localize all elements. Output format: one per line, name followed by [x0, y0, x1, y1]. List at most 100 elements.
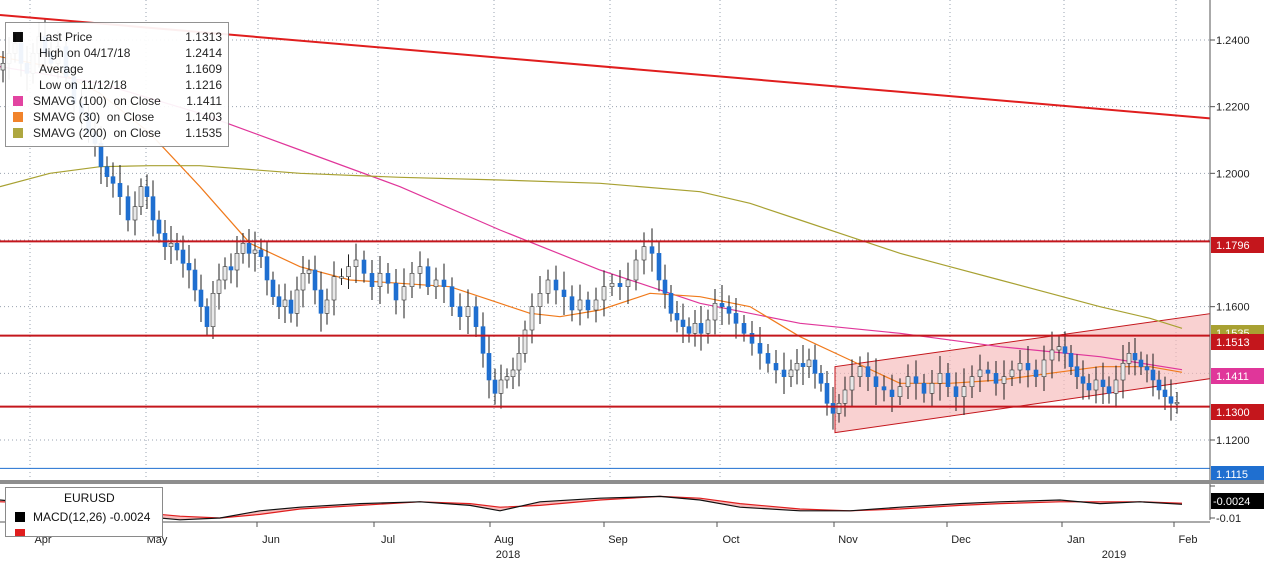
x-month-label: Feb: [1179, 534, 1198, 546]
candle-body: [569, 296, 575, 311]
legend-swatch: [13, 128, 23, 138]
y-tick-label: 1.1600: [1216, 302, 1250, 314]
candle-body: [294, 289, 300, 314]
candle-body: [498, 379, 504, 394]
legend-swatch: [13, 32, 23, 42]
candle-body: [1168, 396, 1174, 404]
candle-body: [510, 369, 516, 377]
candle-body: [1126, 353, 1132, 364]
x-month-label: Oct: [722, 534, 739, 546]
candle-body: [993, 373, 999, 384]
candle-body: [961, 386, 967, 397]
x-month-label: Jul: [381, 534, 395, 546]
candle-body: [726, 306, 732, 314]
legend-label: SMAVG (30) on Close: [33, 110, 155, 124]
candle-body: [132, 206, 138, 221]
candle-body: [824, 383, 830, 404]
candle-body: [937, 373, 943, 384]
legend-label: SMAVG (100) on Close: [33, 94, 161, 108]
candle-body: [1062, 346, 1068, 354]
legend-value: 1.2414: [185, 46, 222, 60]
candle-body: [457, 306, 463, 317]
candle-body: [545, 279, 551, 294]
y-tick-label: 1.2400: [1216, 35, 1250, 47]
macd-legend-title: EURUSD: [64, 491, 115, 505]
candle-body: [765, 353, 771, 364]
candle-body: [198, 289, 204, 307]
candle-body: [773, 363, 779, 371]
macd-value-bg: [1211, 493, 1264, 509]
panel-separator: [0, 480, 1264, 484]
candle-body: [641, 246, 647, 261]
legend-value: 1.1609: [185, 62, 222, 76]
macd-legend-label: MACD(12,26) -0.0024: [33, 510, 151, 524]
candle-body: [318, 289, 324, 314]
candle-body: [222, 266, 228, 281]
x-month-label: Jan: [1067, 534, 1085, 546]
candle-body: [258, 249, 264, 257]
candle-body: [324, 299, 330, 314]
candle-body: [1017, 363, 1023, 371]
candle-body: [210, 293, 216, 327]
candle-body: [125, 196, 131, 221]
legend-row-smavg100: SMAVG (100) on Close 1.1411: [6, 93, 228, 109]
legend-swatch: [15, 529, 25, 536]
candle-body: [486, 353, 492, 381]
candle-body: [409, 273, 415, 287]
candle-body: [692, 323, 698, 334]
candle-body: [842, 389, 848, 404]
candle-body: [781, 369, 787, 377]
legend-row-smavg30: SMAVG (30) on Close 1.1403: [6, 109, 228, 125]
x-month-label: May: [147, 534, 168, 546]
candle-body: [633, 259, 639, 281]
legend-label: Last Price: [39, 30, 93, 44]
price-legend: Last Price 1.1313 High on 04/17/18 1.241…: [5, 22, 229, 147]
legend-swatch: [15, 512, 25, 522]
candle-body: [174, 243, 180, 251]
candle-body: [712, 303, 718, 321]
candle-body: [401, 286, 407, 301]
candle-body: [369, 273, 375, 287]
legend-row-low: Low on 11/12/18 1.1216: [6, 77, 228, 93]
legend-value: 1.1535: [185, 126, 222, 140]
candle-body: [662, 279, 668, 294]
x-month-label: Apr: [34, 534, 51, 546]
candle-body: [1080, 376, 1086, 384]
candle-body: [480, 326, 486, 354]
candle-body: [504, 376, 510, 381]
price-label: 1.1300: [1216, 407, 1250, 419]
candle-body: [246, 243, 252, 254]
y-tick-label: 1.1200: [1216, 435, 1250, 447]
macd-value-label: -0.0024: [1213, 496, 1250, 508]
candle-body: [1009, 369, 1015, 377]
legend-row-average: Average 1.1609: [6, 61, 228, 77]
candle-body: [331, 276, 337, 301]
candle-body: [1132, 353, 1138, 361]
candle-body: [110, 176, 116, 184]
candle-body: [180, 249, 186, 264]
candle-body: [881, 386, 887, 391]
candle-body: [649, 246, 655, 254]
candle-body: [393, 283, 399, 301]
candle-body: [282, 299, 288, 307]
price-label: 1.1796: [1216, 240, 1250, 252]
x-year-label: 2018: [496, 549, 520, 561]
candle-body: [733, 313, 739, 324]
legend-label: Low on 11/12/18: [39, 78, 127, 92]
candle-body: [529, 306, 535, 331]
legend-row-last-price: Last Price 1.1313: [6, 29, 228, 45]
candle-body: [441, 279, 447, 287]
candle-body: [117, 183, 123, 197]
candle-body: [104, 166, 110, 177]
candle-body: [985, 369, 991, 374]
candle-body: [204, 306, 210, 327]
price-label: 1.1513: [1216, 337, 1250, 349]
candle-body: [216, 279, 222, 294]
candle-body: [162, 233, 168, 247]
candle-body: [857, 366, 863, 377]
x-year-label: 2019: [1102, 549, 1126, 561]
candle-body: [449, 286, 455, 307]
x-month-label: Dec: [951, 534, 971, 546]
